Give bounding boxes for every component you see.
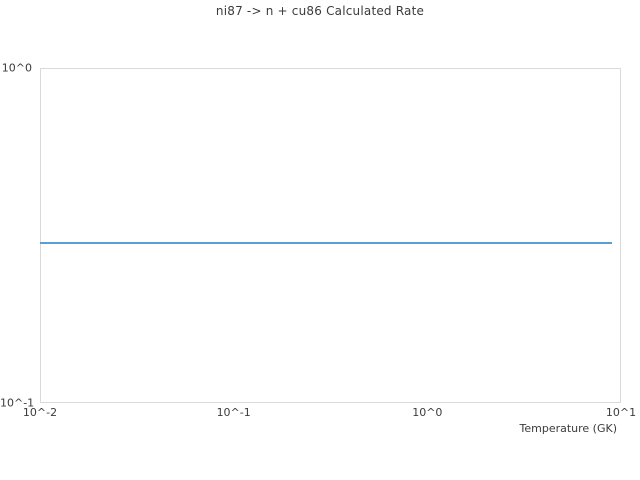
rate-line	[40, 242, 613, 245]
x-tick-label-1e-1: 10^-1	[216, 406, 251, 419]
chart-title: ni87 -> n + cu86 Calculated Rate	[215, 4, 425, 18]
y-tick-label-1e-1: 10^-1	[0, 396, 35, 410]
x-axis-title: Temperature (GK)	[519, 422, 618, 435]
x-tick-label-1e1: 10^1	[605, 406, 637, 419]
x-tick-label-1e0: 10^0	[412, 406, 443, 419]
plot-area	[40, 68, 621, 403]
y-tick-label-1e0: 10^0	[1, 61, 32, 75]
x-tick-label-1e-2: 10^-2	[22, 406, 58, 419]
